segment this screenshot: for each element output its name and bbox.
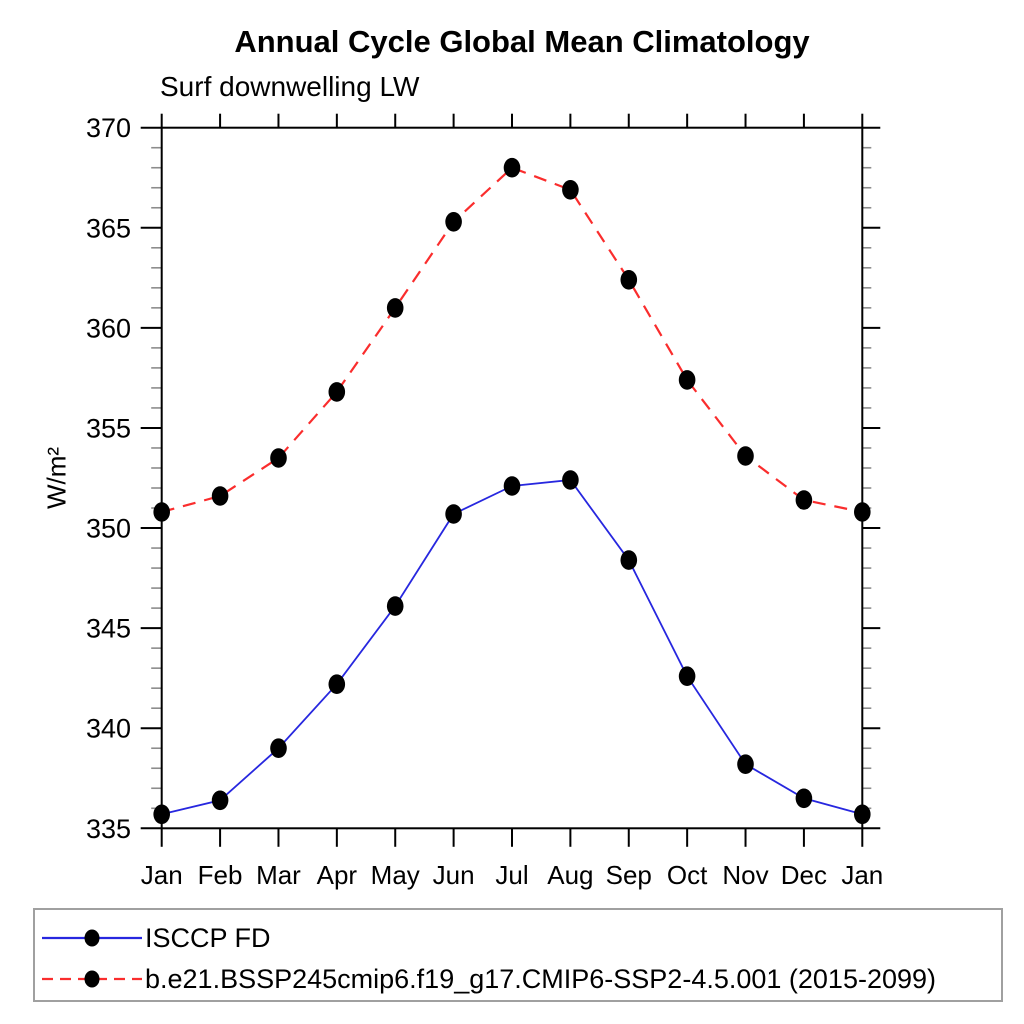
y-tick-label: 365 (86, 213, 131, 243)
x-tick-label: Jan (841, 860, 883, 890)
data-point-marker (678, 666, 696, 686)
data-point-marker (445, 504, 462, 524)
data-point-marker (562, 180, 579, 200)
data-point-marker (386, 596, 404, 616)
y-tick-label: 350 (86, 514, 131, 544)
data-point-marker (678, 370, 696, 390)
data-point-marker (503, 157, 521, 178)
x-tick-label: May (371, 860, 420, 890)
x-tick-label: Dec (781, 860, 827, 890)
y-tick-label: 355 (86, 413, 131, 443)
data-point-marker (270, 738, 287, 758)
x-tick-label: Apr (317, 860, 358, 890)
data-point-marker (620, 270, 638, 290)
series-line-0 (161, 479, 863, 816)
data-point-marker (211, 486, 229, 506)
legend-label: b.e21.BSSP245cmip6.f19_g17.CMIP6-SSP2-4.… (145, 963, 937, 994)
data-point-marker (153, 804, 170, 825)
y-tick-label: 370 (86, 113, 131, 143)
chart-subtitle: Surf downwelling LW (160, 71, 420, 102)
chart-title: Annual Cycle Global Mean Climatology (234, 24, 810, 59)
x-tick-label: Jun (433, 860, 475, 890)
y-tick-label: 335 (86, 814, 131, 844)
legend-swatch-dashed-line-dot-icon (42, 970, 142, 988)
legend-marker-dot (84, 970, 100, 988)
legend-box: ISCCP FD b.e21.BSSP245cmip6.f19_g17.CMIP… (33, 908, 1003, 1002)
data-point-marker (620, 550, 638, 570)
x-tick-label: Jan (141, 860, 183, 890)
data-point-marker (503, 476, 521, 496)
plot-frame (160, 126, 864, 830)
x-tick-label: Nov (722, 860, 768, 890)
legend-item-model: b.e21.BSSP245cmip6.f19_g17.CMIP6-SSP2-4.… (40, 964, 936, 994)
y-tick-label: 340 (86, 714, 131, 744)
data-point-marker (270, 448, 287, 468)
data-point-marker (737, 754, 754, 774)
data-point-marker (795, 490, 813, 510)
series-line-1 (161, 166, 863, 514)
x-tick-label: Sep (606, 860, 652, 890)
data-point-marker (328, 382, 346, 402)
y-tick-label: 345 (86, 614, 131, 644)
data-point-marker (854, 502, 871, 522)
data-point-marker (386, 298, 404, 318)
data-point-marker (328, 674, 346, 694)
legend-marker-dot (84, 929, 100, 947)
legend-swatch-line-dot-icon (42, 929, 142, 947)
data-point-marker (211, 790, 229, 811)
data-point-marker (562, 470, 579, 490)
y-tick-label: 360 (86, 313, 131, 343)
x-tick-label: Mar (256, 860, 301, 890)
legend-item-isccp: ISCCP FD (40, 923, 271, 953)
x-tick-label: Jul (495, 860, 528, 890)
data-point-marker (795, 788, 813, 809)
x-tick-label: Aug (547, 860, 593, 890)
data-point-marker (737, 446, 754, 466)
data-point-marker (153, 502, 170, 522)
data-point-marker (445, 212, 462, 232)
legend-label: ISCCP FD (145, 922, 271, 953)
x-tick-label: Feb (198, 860, 243, 890)
data-point-marker (854, 804, 871, 825)
x-tick-label: Oct (667, 860, 708, 890)
